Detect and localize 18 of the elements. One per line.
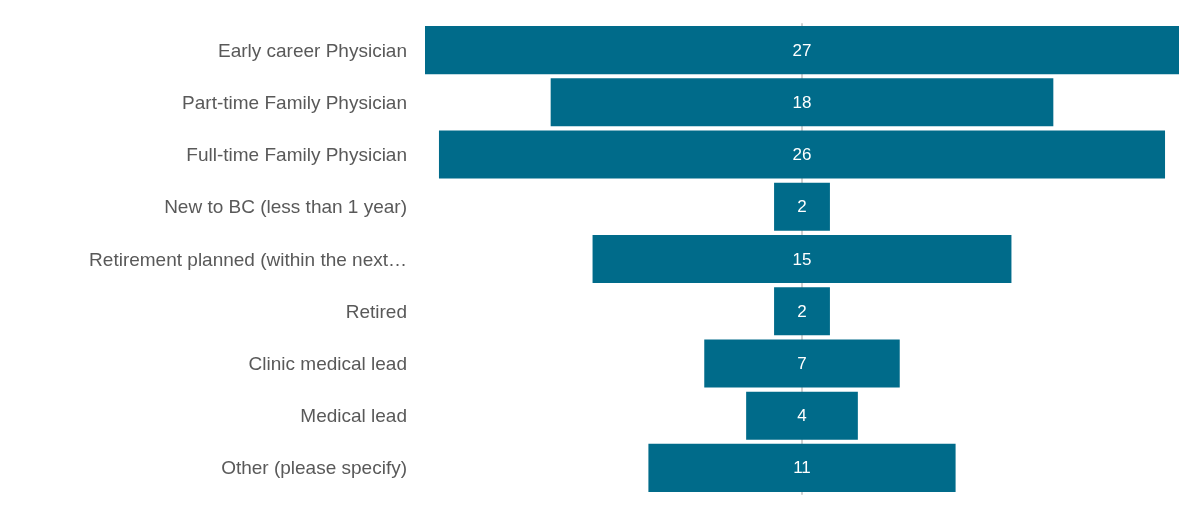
data-label: 26 [792, 145, 812, 165]
data-label: 2 [797, 197, 807, 217]
category-label: Early career Physician [217, 39, 407, 61]
category-label: Clinic medical lead [248, 352, 407, 374]
data-label: 18 [792, 92, 812, 112]
data-label: 4 [797, 406, 807, 426]
category-label: Retirement planned (within the next… [89, 248, 407, 270]
category-label: Retired [345, 300, 407, 322]
category-label: Other (please specify) [221, 457, 407, 479]
category-label: Full-time Family Physician [186, 144, 407, 166]
data-label: 27 [792, 40, 812, 60]
category-label: Part-time Family Physician [182, 91, 407, 113]
data-label: 15 [792, 249, 812, 269]
data-label: 11 [793, 458, 811, 478]
category-label: Medical lead [300, 405, 407, 427]
category-label: New to BC (less than 1 year) [164, 196, 407, 218]
data-label: 7 [797, 353, 807, 373]
data-label: 2 [797, 301, 807, 321]
